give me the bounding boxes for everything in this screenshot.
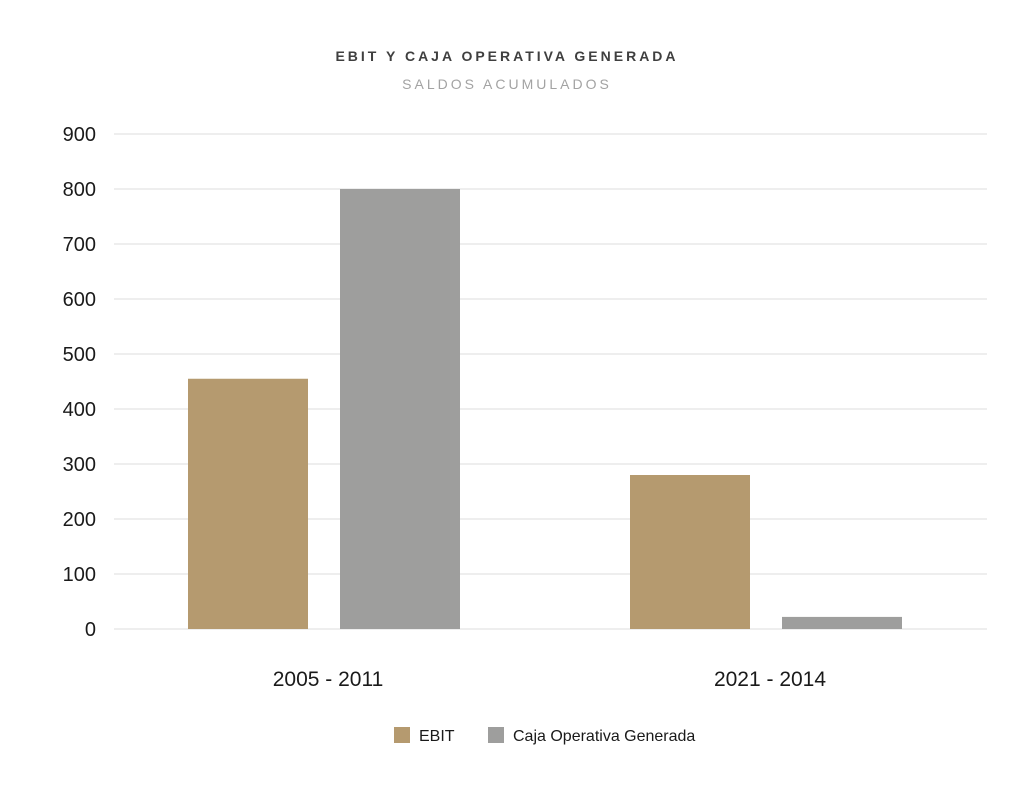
bar xyxy=(782,616,902,629)
y-tick-label: 600 xyxy=(63,289,96,311)
legend: EBIT Caja Operativa Generada xyxy=(394,727,695,745)
y-tick-label: 200 xyxy=(63,509,96,531)
bar xyxy=(340,189,460,629)
legend-swatch xyxy=(488,727,504,743)
y-tick-label: 100 xyxy=(63,564,96,586)
y-tick-label: 0 xyxy=(85,619,96,641)
legend-swatch xyxy=(394,727,410,743)
legend-item: Caja Operativa Generada xyxy=(488,727,695,745)
x-tick-label: 2021 - 2014 xyxy=(714,668,826,691)
y-tick-label: 300 xyxy=(63,454,96,476)
y-tick-label: 900 xyxy=(63,124,96,146)
x-tick-label: 2005 - 2011 xyxy=(273,668,384,691)
y-tick-label: 500 xyxy=(63,344,96,366)
bar xyxy=(188,378,308,629)
y-tick-label: 800 xyxy=(63,179,96,201)
y-tick-label: 700 xyxy=(63,234,96,256)
legend-label: Caja Operativa Generada xyxy=(513,728,695,745)
bar xyxy=(630,475,750,629)
bars xyxy=(188,189,902,629)
chart-title: EBIT Y CAJA OPERATIVA GENERADA xyxy=(335,48,678,64)
legend-label: EBIT xyxy=(419,728,455,745)
chart-subtitle: SALDOS ACUMULADOS xyxy=(402,76,612,92)
legend-item: EBIT xyxy=(394,727,455,745)
y-tick-label: 400 xyxy=(63,399,96,421)
x-axis: 2005 - 2011 2021 - 2014 xyxy=(273,668,827,691)
y-axis: 0 100 200 300 400 500 600 700 800 900 xyxy=(63,124,96,641)
